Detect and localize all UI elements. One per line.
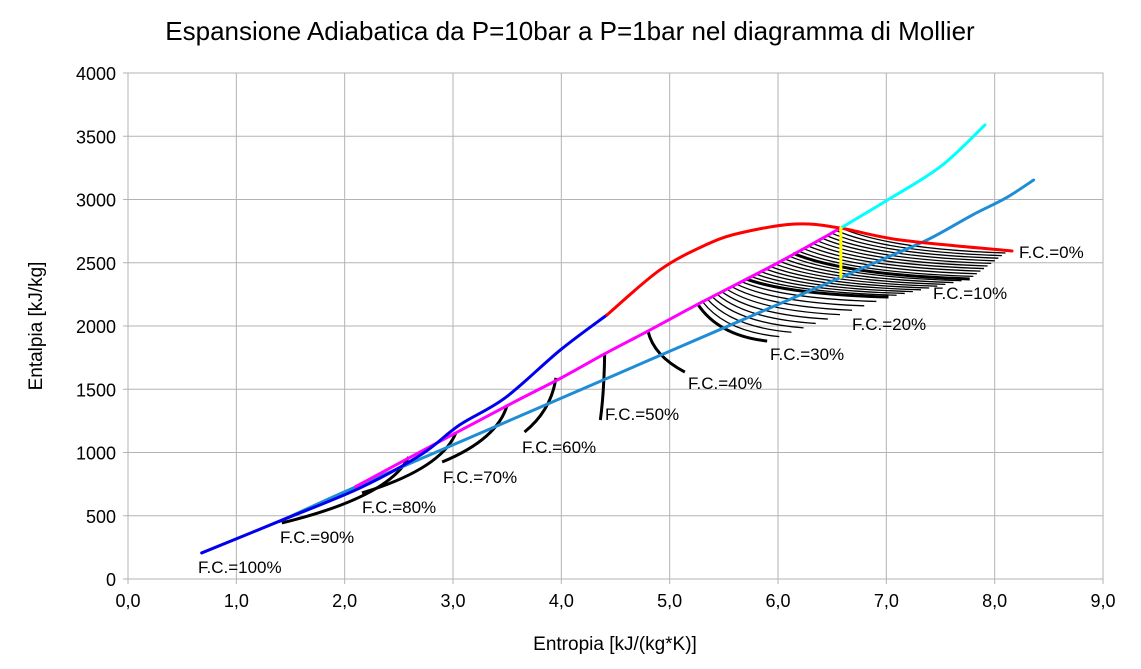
- quality-annotation: F.C.=90%: [280, 528, 354, 547]
- y-tick-label: 0: [106, 570, 116, 590]
- y-tick-label: 3500: [76, 127, 116, 147]
- x-axis-title: Entropia [kJ/(kg*K)]: [533, 634, 697, 655]
- y-axis-title: Entalpia [kJ/kg]: [26, 262, 47, 391]
- x-tick-label: 9,0: [1090, 591, 1115, 611]
- x-tick-label: 5,0: [657, 591, 682, 611]
- y-tick-label: 2000: [76, 317, 116, 337]
- quality-line: [696, 303, 768, 343]
- quality-line: [797, 250, 974, 277]
- quality-line: [598, 353, 607, 421]
- chart-title: Espansione Adiabatica da P=10bar a P=1ba…: [165, 16, 975, 46]
- quality-line: [735, 283, 865, 307]
- quality-line: [740, 280, 877, 303]
- quality-annotation: F.C.=10%: [933, 284, 1007, 303]
- quality-annotation: F.C.=20%: [852, 315, 926, 334]
- series-line: [605, 222, 1014, 317]
- quality-annotation: F.C.=30%: [770, 345, 844, 364]
- quality-annotation: F.C.=0%: [1019, 243, 1084, 262]
- y-tick-label: 1500: [76, 380, 116, 400]
- x-tick-label: 3,0: [440, 591, 465, 611]
- quality-annotation: F.C.=40%: [688, 374, 762, 393]
- x-tick-label: 4,0: [549, 591, 574, 611]
- x-tick-label: 6,0: [765, 591, 790, 611]
- quality-line: [831, 232, 999, 259]
- quality-line: [792, 252, 970, 281]
- plot-area: [127, 72, 1104, 580]
- y-tick-label: 2500: [76, 254, 116, 274]
- quality-annotation: F.C.=60%: [522, 438, 596, 457]
- quality-line: [523, 377, 558, 434]
- y-tick-label: 500: [86, 507, 116, 527]
- x-tick-label: 8,0: [982, 591, 1007, 611]
- quality-annotation: F.C.=80%: [362, 498, 436, 517]
- quality-line: [840, 227, 1006, 254]
- series-line: [200, 313, 609, 555]
- quality-annotation: F.C.=70%: [443, 468, 517, 487]
- x-tick-label: 0,0: [115, 591, 140, 611]
- quality-line: [835, 229, 1002, 257]
- x-tick-label: 7,0: [874, 591, 899, 611]
- quality-line: [750, 275, 897, 296]
- series-line: [839, 123, 987, 230]
- quality-line: [783, 257, 954, 284]
- quality-line: [802, 247, 977, 275]
- quality-line: [361, 431, 458, 495]
- y-tick-label: 3000: [76, 191, 116, 211]
- quality-annotation: F.C.=100%: [198, 558, 282, 577]
- quality-line: [744, 277, 889, 299]
- x-tick-label: 2,0: [332, 591, 357, 611]
- x-tick-label: 1,0: [224, 591, 249, 611]
- series-line: [278, 178, 1036, 523]
- y-tick-label: 1000: [76, 444, 116, 464]
- quality-line: [788, 255, 962, 282]
- quality-line: [646, 330, 686, 374]
- quality-line: [441, 404, 509, 464]
- y-tick-label: 4000: [76, 64, 116, 84]
- quality-annotation: F.C.=50%: [605, 405, 679, 424]
